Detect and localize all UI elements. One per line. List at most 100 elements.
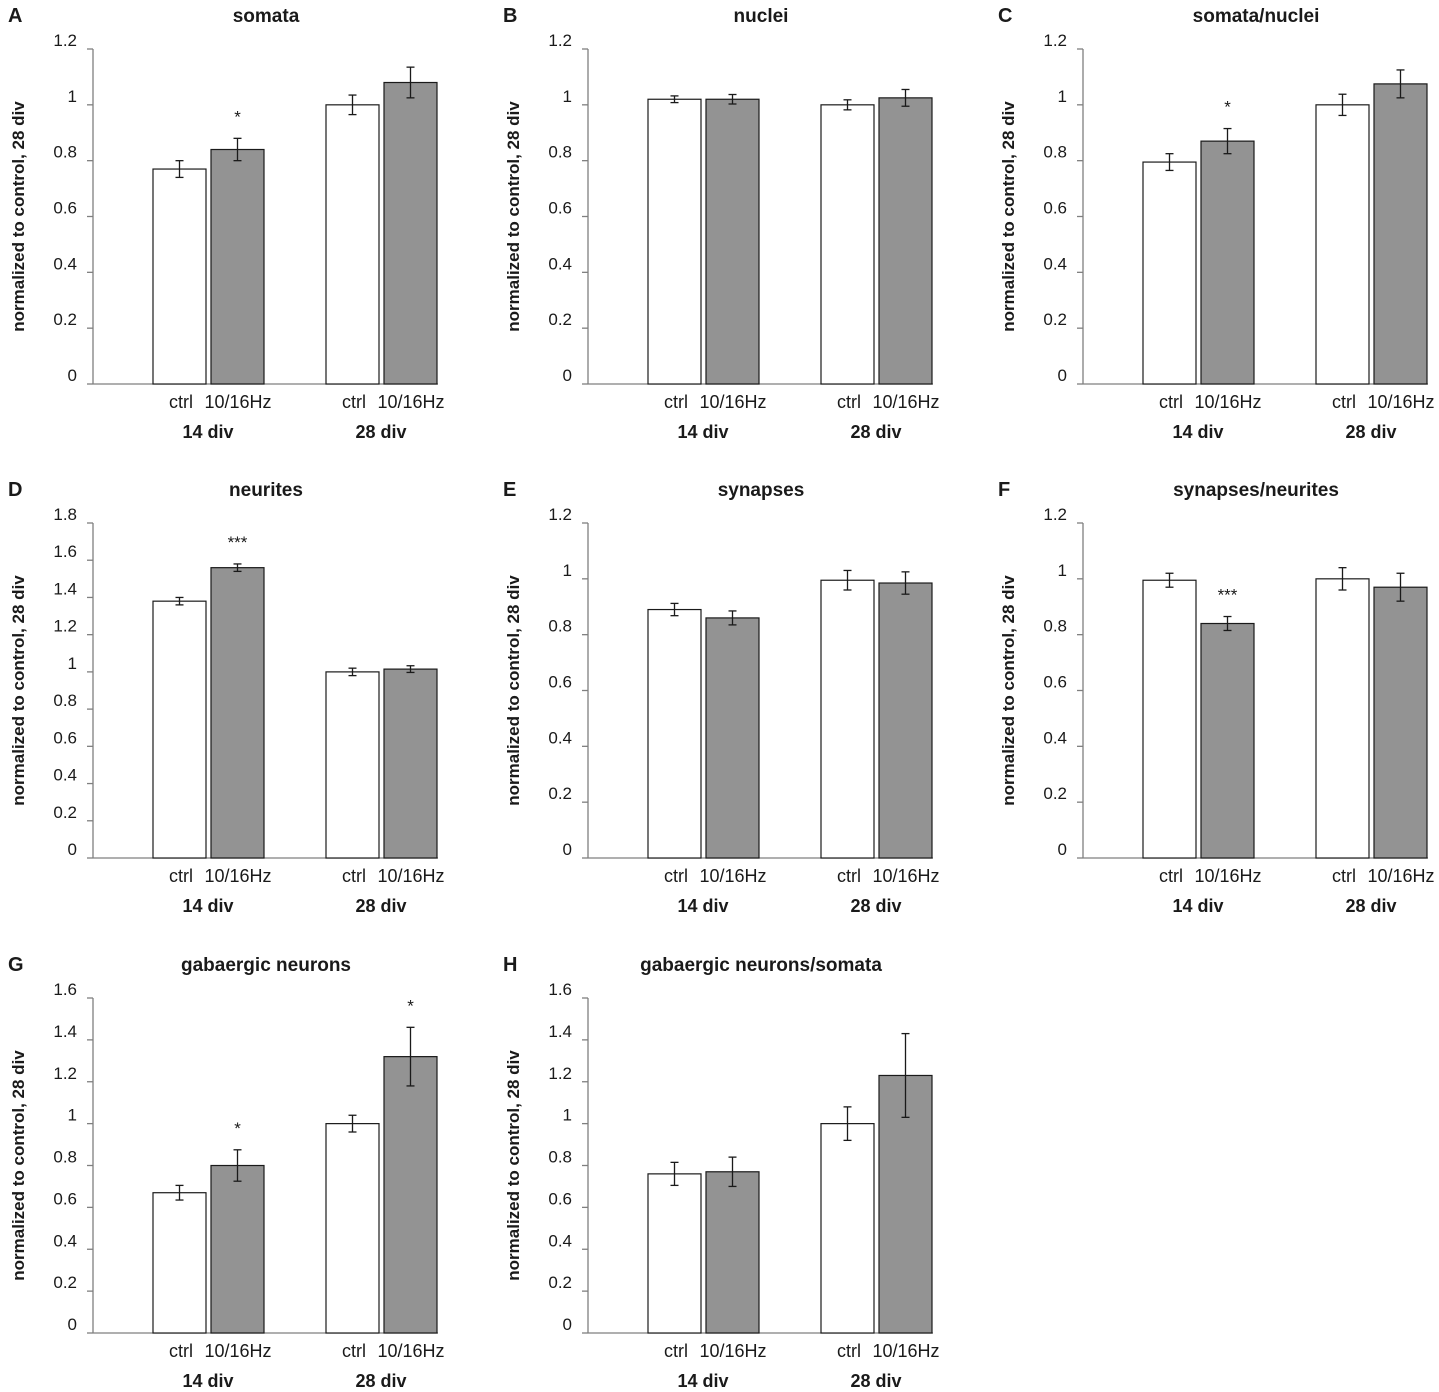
y-axis-label: normalized to control, 28 div [999, 575, 1018, 806]
category-label-treated: 10/16Hz [204, 1341, 271, 1361]
y-tick-label: 0 [68, 1315, 77, 1334]
group-label: 14 div [182, 422, 233, 442]
category-label-ctrl: ctrl [837, 1341, 861, 1361]
bar-ctrl [152, 168, 207, 385]
y-tick-label: 0.4 [53, 1231, 77, 1250]
bar-treated [210, 1164, 265, 1334]
category-label-ctrl: ctrl [664, 866, 688, 886]
category-label-ctrl: ctrl [1159, 866, 1183, 886]
y-tick-label: 1.2 [1043, 505, 1067, 524]
y-tick-label: 1.4 [548, 1022, 572, 1041]
bar-ctrl [325, 1123, 380, 1334]
category-label-treated: 10/16Hz [699, 392, 766, 412]
group-label: 14 div [182, 896, 233, 916]
y-tick-label: 1.4 [53, 579, 77, 598]
panel-letter: D [8, 479, 22, 501]
category-label-ctrl: ctrl [837, 866, 861, 886]
y-tick-label: 1.6 [53, 980, 77, 999]
y-axis-label: normalized to control, 28 div [504, 101, 523, 332]
category-label-ctrl: ctrl [1332, 866, 1356, 886]
y-tick-label: 1.6 [548, 980, 572, 999]
y-tick-label: 1 [68, 87, 77, 106]
y-tick-label: 0.4 [1043, 728, 1067, 747]
category-label-treated: 10/16Hz [1194, 392, 1261, 412]
bar-ctrl [325, 671, 380, 859]
group-label: 28 div [850, 422, 901, 442]
bar-treated [705, 1171, 760, 1334]
y-tick-label: 0.8 [53, 1148, 77, 1167]
bar-ctrl [820, 1123, 875, 1334]
y-tick-label: 1.2 [53, 1064, 77, 1083]
y-tick-label: 1.6 [53, 542, 77, 561]
significance-label: * [234, 107, 241, 126]
significance-label: *** [228, 533, 248, 552]
y-tick-label: 1 [1058, 561, 1067, 580]
group-label: 28 div [850, 1371, 901, 1391]
y-tick-label: 0.2 [53, 1273, 77, 1292]
y-tick-label: 0 [563, 366, 572, 385]
y-tick-label: 0.4 [548, 254, 572, 273]
y-tick-label: 0.6 [53, 1189, 77, 1208]
y-axis-label: normalized to control, 28 div [504, 1050, 523, 1281]
y-tick-label: 0.2 [1043, 310, 1067, 329]
y-tick-label: 0.2 [1043, 784, 1067, 803]
category-label-treated: 10/16Hz [377, 1341, 444, 1361]
y-tick-label: 1.2 [548, 31, 572, 50]
panel-title: somata [233, 6, 300, 27]
category-label-treated: 10/16Hz [377, 392, 444, 412]
category-label-ctrl: ctrl [342, 392, 366, 412]
group-label: 14 div [677, 1371, 728, 1391]
bar-treated [383, 668, 438, 859]
y-tick-label: 0.2 [548, 310, 572, 329]
category-label-treated: 10/16Hz [872, 1341, 939, 1361]
bar-ctrl [647, 98, 702, 385]
significance-label: * [407, 996, 414, 1015]
y-tick-label: 0 [563, 1315, 572, 1334]
y-tick-label: 0.4 [548, 728, 572, 747]
y-tick-label: 0.8 [548, 143, 572, 162]
bar-ctrl [820, 104, 875, 385]
y-tick-label: 1 [68, 654, 77, 673]
y-tick-label: 0.8 [1043, 617, 1067, 636]
bar-treated [210, 567, 265, 859]
bar-ctrl [1142, 161, 1197, 385]
bar-ctrl [1142, 579, 1197, 859]
bar-treated [1200, 622, 1255, 859]
panel-letter: E [503, 479, 516, 501]
category-label-ctrl: ctrl [664, 1341, 688, 1361]
group-label: 28 div [850, 896, 901, 916]
category-label-treated: 10/16Hz [872, 392, 939, 412]
category-label-ctrl: ctrl [1159, 392, 1183, 412]
group-label: 28 div [1345, 422, 1396, 442]
y-axis-label: normalized to control, 28 div [9, 1050, 28, 1281]
panel-title: nuclei [734, 6, 789, 27]
bar-treated [383, 1056, 438, 1334]
y-tick-label: 0.8 [53, 691, 77, 710]
significance-label: * [1224, 98, 1231, 117]
bar-ctrl [1315, 578, 1370, 859]
y-tick-label: 0.6 [1043, 199, 1067, 218]
y-axis-label: normalized to control, 28 div [504, 575, 523, 806]
y-tick-label: 0.8 [548, 1148, 572, 1167]
y-tick-label: 1 [1058, 87, 1067, 106]
bar-treated [705, 617, 760, 859]
y-tick-label: 1.2 [53, 617, 77, 636]
y-tick-label: 0 [563, 840, 572, 859]
category-label-treated: 10/16Hz [204, 866, 271, 886]
y-tick-label: 0.2 [548, 784, 572, 803]
group-label: 28 div [355, 422, 406, 442]
bar-treated [705, 98, 760, 385]
significance-label: * [234, 1119, 241, 1138]
group-label: 28 div [355, 896, 406, 916]
y-tick-label: 0.6 [53, 199, 77, 218]
bar-treated [383, 81, 438, 385]
panel-letter: B [503, 5, 517, 27]
y-tick-label: 0.8 [53, 143, 77, 162]
y-tick-label: 0 [1058, 366, 1067, 385]
bar-ctrl [647, 1173, 702, 1334]
y-axis-label: normalized to control, 28 div [9, 101, 28, 332]
category-label-treated: 10/16Hz [1367, 392, 1434, 412]
category-label-ctrl: ctrl [664, 392, 688, 412]
